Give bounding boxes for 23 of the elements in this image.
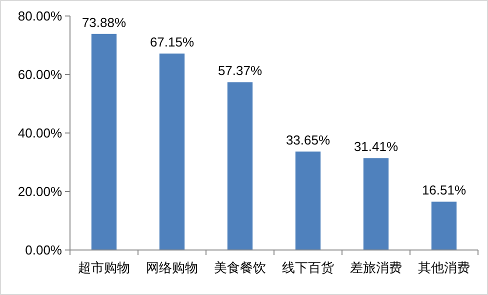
y-tick-label: 40.00% xyxy=(18,126,62,140)
y-tick-label: 60.00% xyxy=(18,67,62,82)
bar xyxy=(227,82,253,250)
y-tick-label: 0.00% xyxy=(25,242,62,258)
data-label: 73.88% xyxy=(82,14,126,30)
x-tick-label: 超市购物 xyxy=(78,260,130,275)
x-tick-label: 其他消费 xyxy=(418,260,470,275)
data-label: 16.51% xyxy=(422,182,466,198)
bar xyxy=(159,54,185,250)
data-label: 33.65% xyxy=(286,132,330,148)
y-tick-label: 80.00% xyxy=(18,8,62,24)
bar xyxy=(295,152,321,250)
data-label: 67.15% xyxy=(150,34,194,50)
y-tick-label: 20.00% xyxy=(18,184,62,199)
x-tick-label: 差旅消费 xyxy=(350,260,402,275)
data-label: 31.41% xyxy=(354,139,398,154)
x-tick-label: 网络购物 xyxy=(146,260,198,275)
x-tick-label: 美食餐饮 xyxy=(214,260,266,275)
data-label: 57.37% xyxy=(218,63,262,78)
bar xyxy=(91,34,117,250)
x-tick-label: 线下百货 xyxy=(282,260,334,275)
bar xyxy=(363,158,389,250)
bar xyxy=(431,202,457,250)
